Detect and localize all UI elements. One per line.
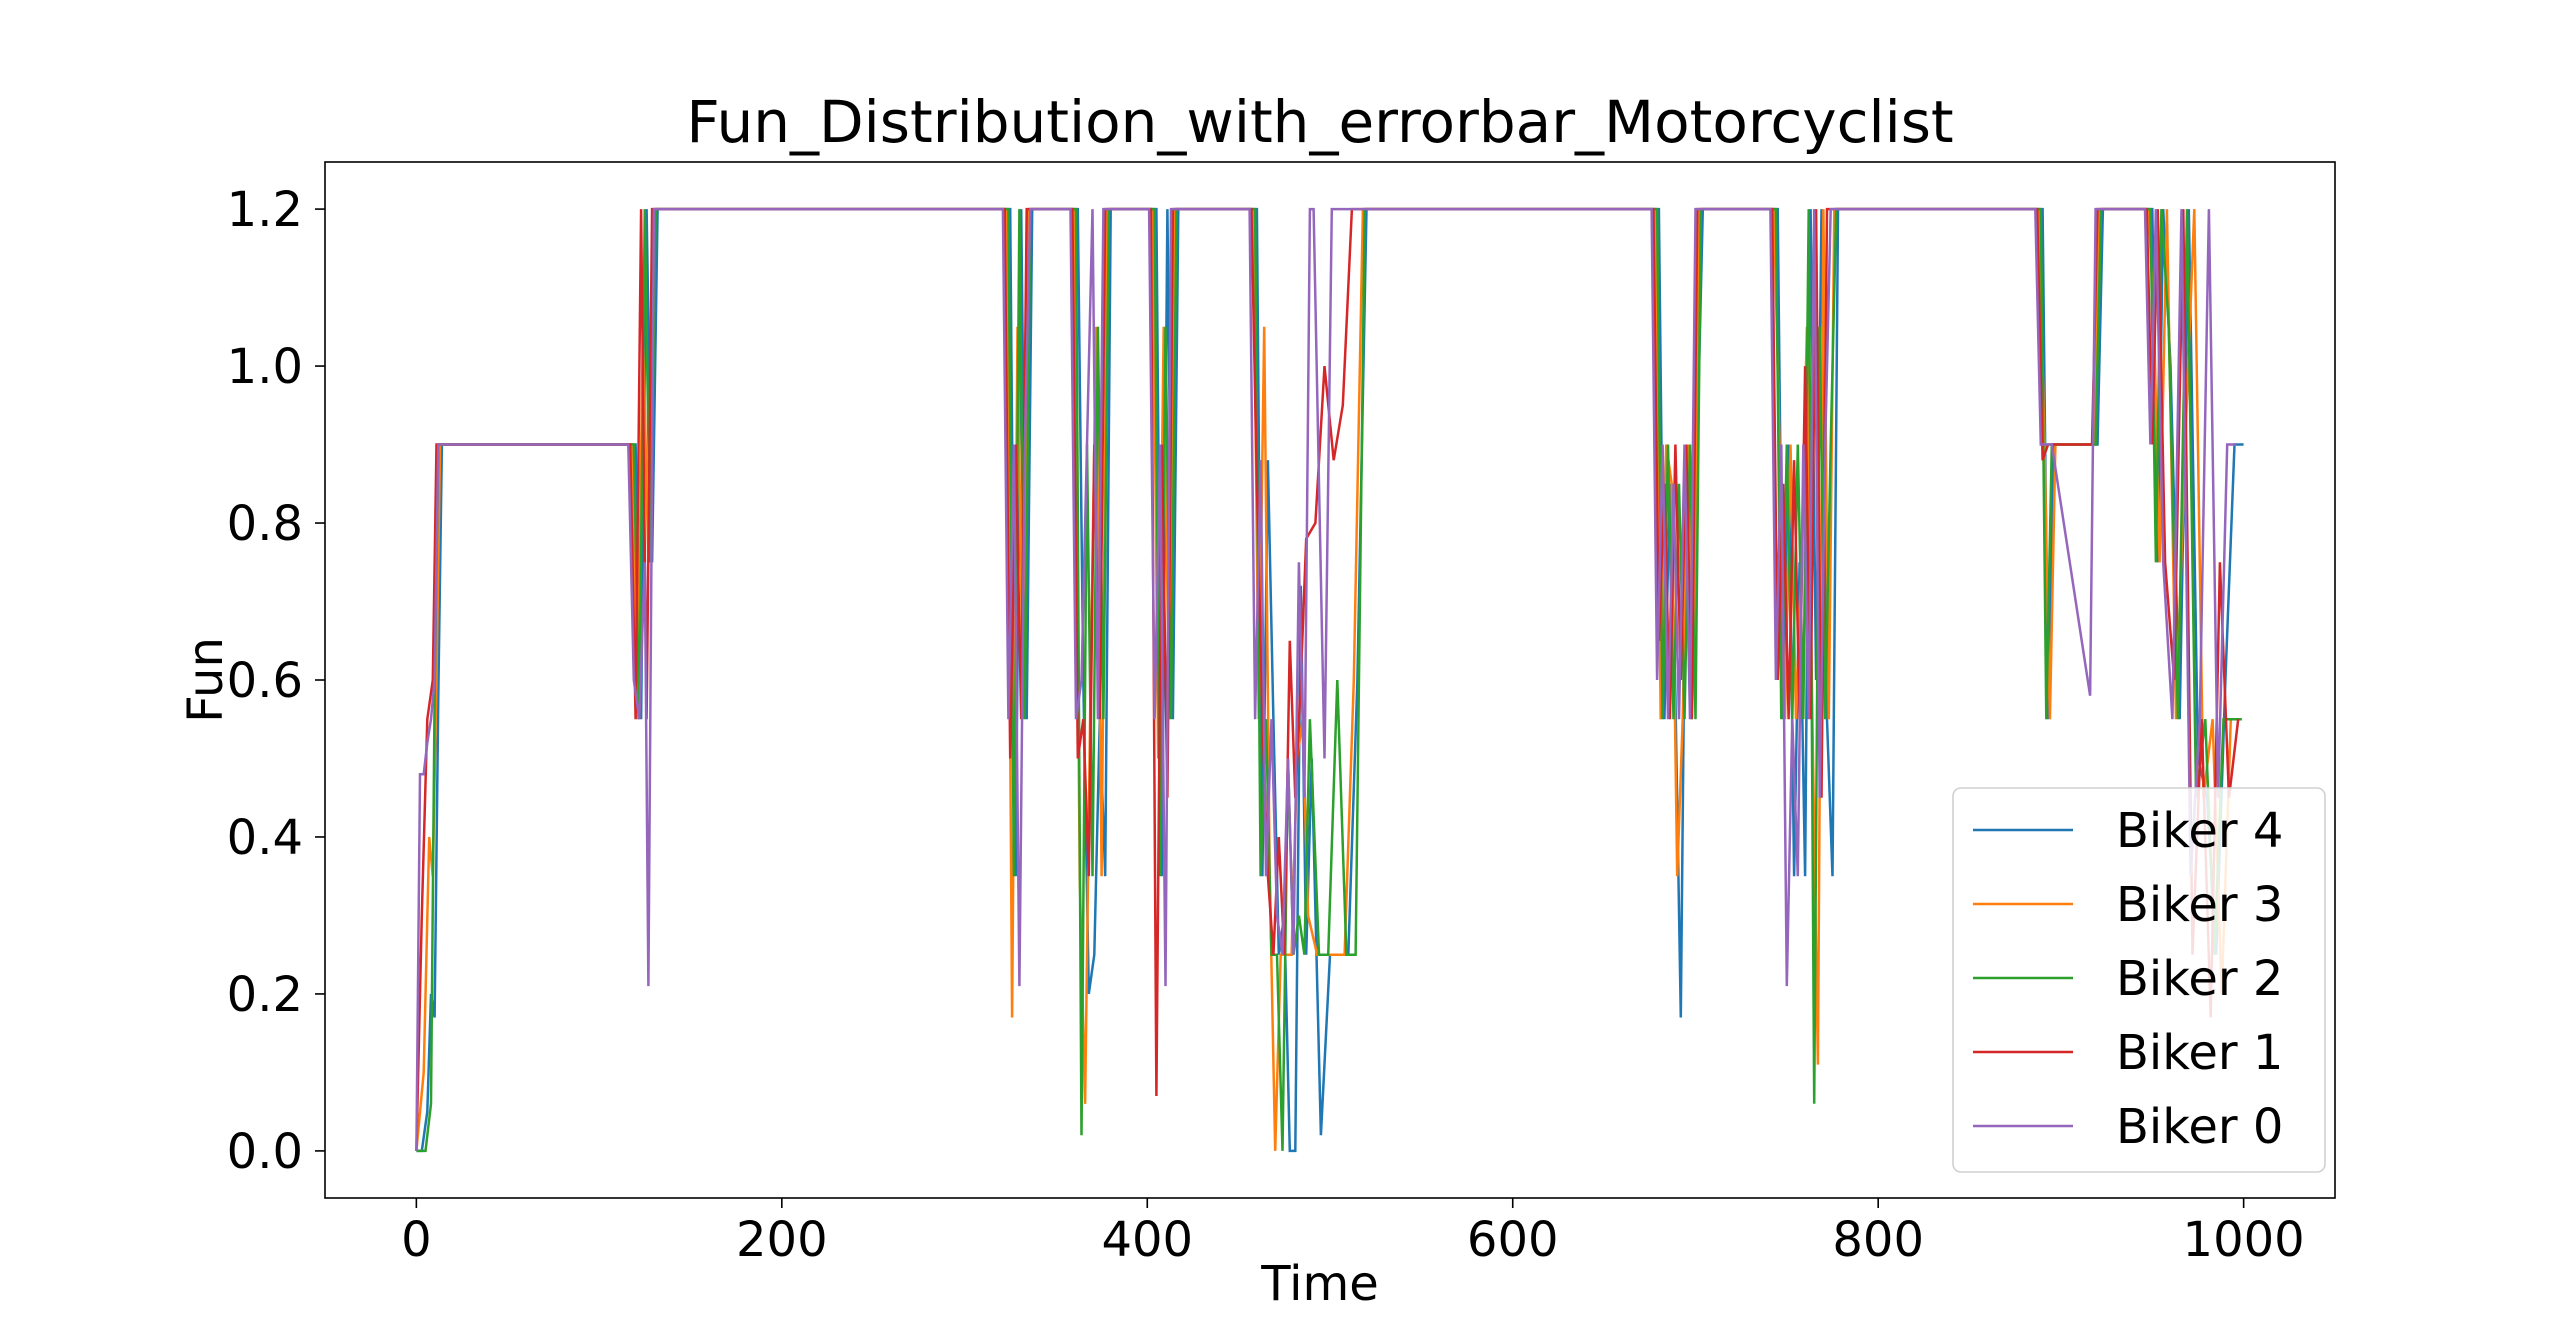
chart-title: Fun_Distribution_with_errorbar_Motorcycl…	[686, 88, 1953, 156]
x-tick-label: 0	[401, 1212, 432, 1268]
legend-label: Biker 1	[2116, 1025, 2283, 1081]
x-tick-label: 600	[1467, 1212, 1559, 1268]
series-line-biker-3	[415, 207, 2240, 1152]
x-tick-label: 1000	[2183, 1212, 2305, 1268]
x-tick-label: 800	[1832, 1212, 1924, 1268]
series-line-biker-0	[415, 207, 2237, 1151]
y-tick-label: 0.0	[227, 1124, 303, 1180]
legend-box	[1952, 787, 2326, 1173]
legend-label: Biker 3	[2116, 877, 2283, 933]
legend-label: Biker 4	[2116, 803, 2283, 859]
y-tick-label: 0.2	[227, 967, 303, 1023]
y-tick-label: 1.0	[227, 339, 303, 395]
legend-label: Biker 0	[2116, 1099, 2283, 1155]
y-axis-label: Fun	[178, 637, 234, 723]
y-tick-label: 1.2	[227, 182, 303, 238]
legend-label: Biker 2	[2116, 951, 2283, 1007]
plot-area: 0 200 400 600 800 1000 0.0 0.2 0.4 0.6 0.8 1.0 1.2 Bi…	[227, 161, 2336, 1268]
y-tick-label: 0.8	[227, 496, 303, 552]
y-tick-label: 0.4	[227, 810, 303, 866]
x-axis-label: Time	[1260, 1256, 1378, 1312]
x-tick-label: 200	[736, 1212, 828, 1268]
y-tick-label: 0.6	[227, 653, 303, 709]
x-tick-label: 400	[1101, 1212, 1193, 1268]
